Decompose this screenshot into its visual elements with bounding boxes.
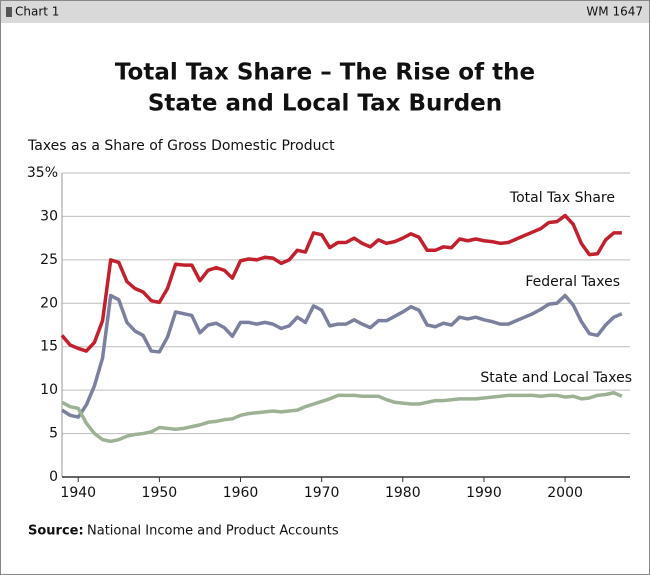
series-label: Total Tax Share [509,190,615,206]
x-tick-label: 1980 [385,485,421,501]
header-icon [6,7,12,17]
chart-title: Total Tax Share – The Rise of the [115,60,535,86]
y-tick-label: 30 [40,208,58,224]
y-axis-label: Taxes as a Share of Gross Domestic Produ… [27,138,335,154]
x-tick-label: 1950 [142,485,178,501]
x-tick-label: 2000 [547,485,583,501]
y-tick-label: 35% [27,165,58,181]
y-tick-label: 15 [40,339,58,355]
x-tick-label: 1990 [466,485,502,501]
x-tick-label: 1960 [223,485,259,501]
x-tick-label: 1940 [60,485,96,501]
y-tick-label: 0 [49,469,58,485]
source-label: Source: [28,524,84,539]
series-line [60,213,622,353]
y-tick-label: 25 [40,252,58,268]
series-label: Federal Taxes [525,274,620,290]
chart-title: State and Local Tax Burden [148,91,502,117]
y-tick-label: 5 [49,426,58,442]
series-line [61,391,623,444]
series-line [61,293,623,419]
y-tick-label: 20 [40,295,58,311]
x-tick-label: 1970 [304,485,340,501]
header-left: Chart 1 [15,5,59,19]
source-text: National Income and Product Accounts [87,524,339,539]
y-tick-label: 10 [40,382,58,398]
header-right: WM 1647 [586,5,643,19]
series-label: State and Local Taxes [480,370,632,386]
header-bar [1,1,649,23]
